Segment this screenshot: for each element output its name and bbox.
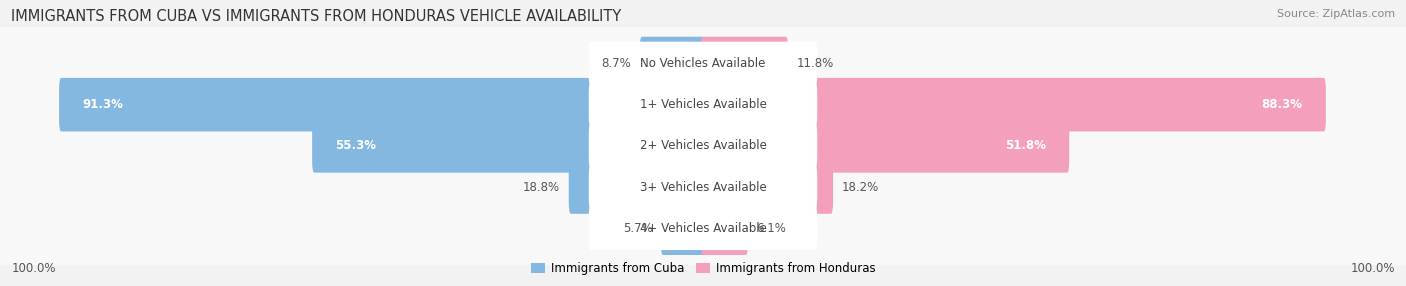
Text: 1+ Vehicles Available: 1+ Vehicles Available bbox=[640, 98, 766, 111]
FancyBboxPatch shape bbox=[589, 124, 817, 168]
FancyBboxPatch shape bbox=[700, 160, 832, 214]
FancyBboxPatch shape bbox=[0, 27, 1406, 100]
FancyBboxPatch shape bbox=[568, 160, 706, 214]
FancyBboxPatch shape bbox=[700, 78, 1326, 132]
FancyBboxPatch shape bbox=[700, 119, 1069, 173]
Text: 6.1%: 6.1% bbox=[756, 222, 786, 235]
FancyBboxPatch shape bbox=[661, 201, 706, 255]
Text: Source: ZipAtlas.com: Source: ZipAtlas.com bbox=[1277, 9, 1395, 19]
Text: 5.7%: 5.7% bbox=[623, 222, 652, 235]
Text: 88.3%: 88.3% bbox=[1261, 98, 1303, 111]
Text: 11.8%: 11.8% bbox=[796, 57, 834, 70]
FancyBboxPatch shape bbox=[700, 37, 787, 90]
FancyBboxPatch shape bbox=[589, 42, 817, 85]
FancyBboxPatch shape bbox=[700, 201, 748, 255]
FancyBboxPatch shape bbox=[589, 206, 817, 250]
Text: 55.3%: 55.3% bbox=[336, 139, 377, 152]
Text: IMMIGRANTS FROM CUBA VS IMMIGRANTS FROM HONDURAS VEHICLE AVAILABILITY: IMMIGRANTS FROM CUBA VS IMMIGRANTS FROM … bbox=[11, 9, 621, 23]
Text: No Vehicles Available: No Vehicles Available bbox=[640, 57, 766, 70]
Text: 3+ Vehicles Available: 3+ Vehicles Available bbox=[640, 180, 766, 194]
Text: 4+ Vehicles Available: 4+ Vehicles Available bbox=[640, 222, 766, 235]
FancyBboxPatch shape bbox=[0, 109, 1406, 182]
FancyBboxPatch shape bbox=[0, 68, 1406, 141]
Text: 100.0%: 100.0% bbox=[1350, 262, 1395, 275]
FancyBboxPatch shape bbox=[589, 165, 817, 209]
Text: 100.0%: 100.0% bbox=[11, 262, 56, 275]
Text: 18.2%: 18.2% bbox=[841, 180, 879, 194]
Text: 18.8%: 18.8% bbox=[523, 180, 560, 194]
Text: 8.7%: 8.7% bbox=[602, 57, 631, 70]
FancyBboxPatch shape bbox=[589, 83, 817, 126]
Legend: Immigrants from Cuba, Immigrants from Honduras: Immigrants from Cuba, Immigrants from Ho… bbox=[526, 258, 880, 280]
Text: 91.3%: 91.3% bbox=[82, 98, 124, 111]
FancyBboxPatch shape bbox=[59, 78, 704, 132]
FancyBboxPatch shape bbox=[640, 37, 706, 90]
FancyBboxPatch shape bbox=[312, 119, 706, 173]
FancyBboxPatch shape bbox=[0, 150, 1406, 224]
Text: 51.8%: 51.8% bbox=[1005, 139, 1046, 152]
FancyBboxPatch shape bbox=[0, 192, 1406, 265]
Text: 2+ Vehicles Available: 2+ Vehicles Available bbox=[640, 139, 766, 152]
